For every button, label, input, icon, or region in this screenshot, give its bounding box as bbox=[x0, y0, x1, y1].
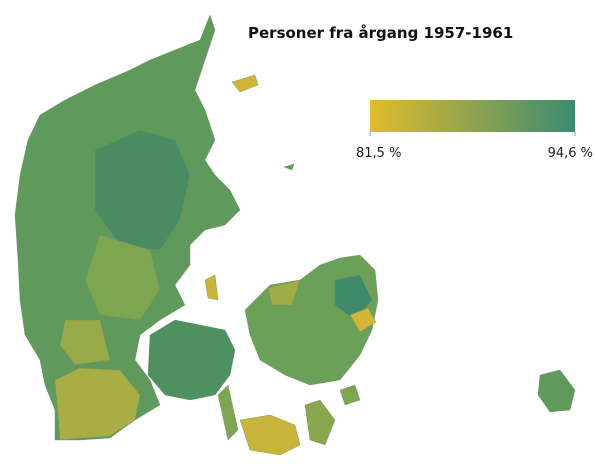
bornholm bbox=[537, 369, 576, 413]
moen bbox=[339, 384, 361, 406]
falster bbox=[304, 399, 336, 446]
samsoe bbox=[204, 274, 219, 301]
jutland-southwest bbox=[59, 319, 111, 366]
legend-label: 94,6 % bbox=[548, 146, 593, 161]
zealand-north bbox=[267, 279, 301, 306]
map-title: Personer fra årgang 1957-1961 bbox=[248, 24, 513, 42]
jutland-south bbox=[54, 367, 141, 441]
copenhagen-city bbox=[349, 307, 377, 333]
funen bbox=[147, 319, 236, 401]
lolland bbox=[239, 414, 301, 456]
jutland-central bbox=[94, 129, 191, 251]
legend-label: 81,5 % bbox=[356, 146, 401, 161]
legend-gradient bbox=[370, 100, 575, 132]
langeland bbox=[217, 384, 239, 441]
laesoe bbox=[231, 74, 259, 93]
map bbox=[14, 14, 576, 456]
jutland-east bbox=[84, 234, 161, 321]
anholt bbox=[283, 163, 295, 171]
